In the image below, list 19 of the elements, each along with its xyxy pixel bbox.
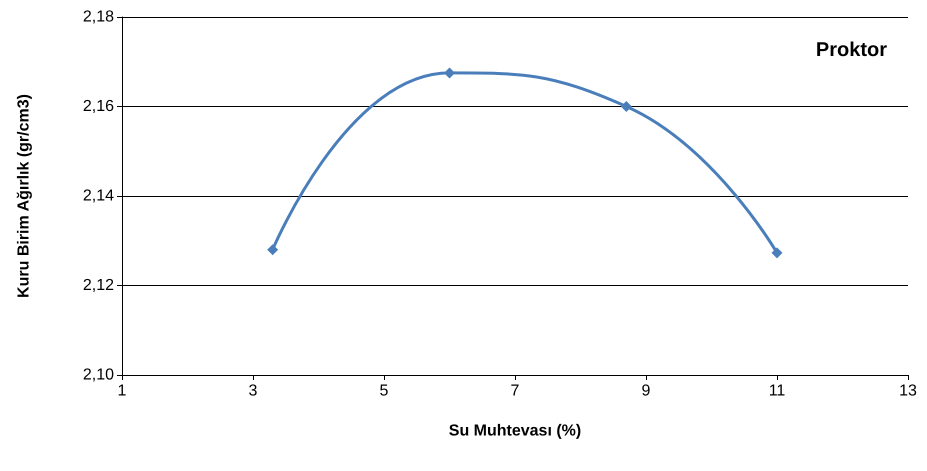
x-tick-label: 3 [248,382,258,400]
x-tick-label: 7 [510,382,520,400]
y-tick-label: 2,12 [82,277,114,294]
x-tick-label: 13 [899,382,917,400]
y-tick-label: 2,14 [82,188,114,204]
annotation: Proktor [816,39,888,61]
point [267,244,278,256]
point [444,67,455,78]
point [620,101,632,112]
y-tick-label: 2,18 [82,8,114,26]
y-tick-label: 2,16 [82,98,114,115]
x-axis-title: Su Muhtevası (%) [448,422,582,440]
x-tick-label: 1 [118,382,127,400]
x-tick-label: 9 [642,382,651,400]
x-tick-label: 5 [380,382,389,400]
y-axis-title: Kuru Birim Ağırlık (gr/cm3) [16,94,32,298]
y-tick-label: 2,10 [82,366,114,384]
x-tick-label: 11 [768,382,786,400]
point [772,247,782,258]
